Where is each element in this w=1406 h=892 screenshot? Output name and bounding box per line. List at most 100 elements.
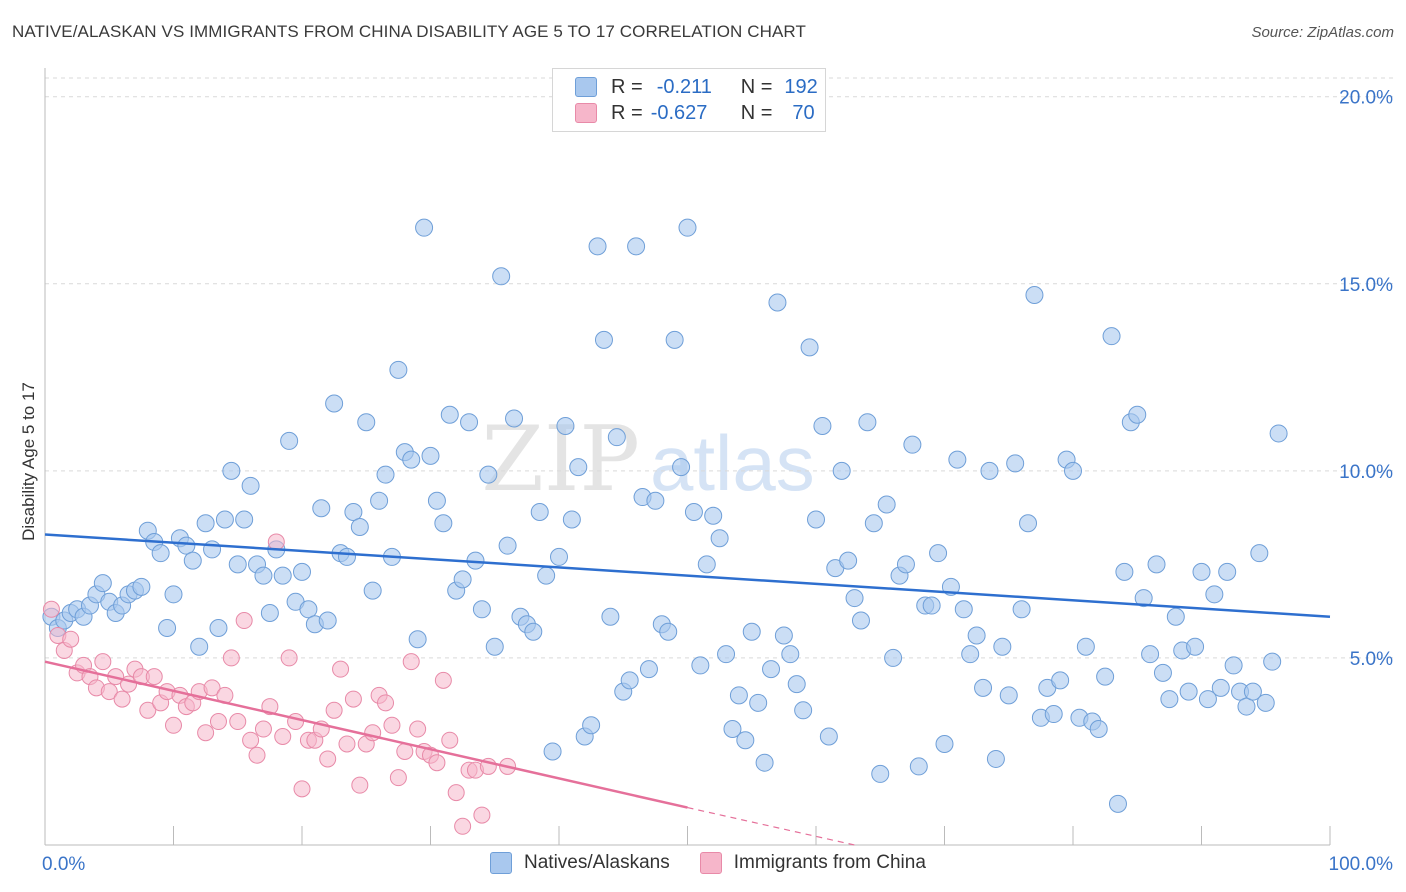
point-natives (1012, 600, 1031, 619)
point-immigrants (473, 806, 491, 824)
legend-row-natives: R = -0.211 N = 192 (575, 74, 818, 100)
point-natives (1115, 562, 1134, 581)
point-natives (954, 600, 973, 619)
legend-row-immigrants: R = -0.627 N = 70 (575, 100, 815, 126)
point-natives (774, 626, 793, 645)
point-natives (1218, 562, 1237, 581)
point-natives (1102, 327, 1121, 346)
point-natives (922, 596, 941, 615)
point-natives (1076, 637, 1095, 656)
trendline-immigrants (44, 660, 688, 809)
legend-n-label: N = (740, 75, 773, 98)
y-tick-label: 20.0% (1339, 88, 1393, 109)
point-natives (434, 514, 453, 533)
point-natives (158, 618, 177, 637)
point-natives (492, 267, 511, 286)
point-immigrants (222, 649, 240, 667)
legend-swatch-pink (699, 852, 722, 874)
y-tick-label: 10.0% (1339, 462, 1393, 483)
point-natives (312, 499, 331, 518)
point-natives (402, 450, 421, 469)
point-natives (1108, 794, 1127, 813)
point-natives (1064, 461, 1082, 480)
point-natives (357, 413, 376, 432)
point-natives (1250, 544, 1269, 563)
point-natives (639, 660, 658, 679)
point-natives (203, 540, 222, 559)
point-natives (318, 611, 337, 630)
legend-swatch-blue (490, 852, 512, 874)
point-immigrants (325, 701, 343, 719)
point-natives (646, 491, 665, 510)
point-natives (974, 678, 993, 697)
point-immigrants (248, 746, 266, 764)
point-natives (755, 753, 774, 772)
point-immigrants (62, 630, 80, 648)
point-natives (903, 435, 922, 454)
point-immigrants (319, 750, 337, 768)
point-natives (832, 461, 851, 480)
point-natives (1044, 705, 1063, 724)
y-tick-label: 15.0% (1339, 275, 1393, 296)
point-immigrants (338, 735, 356, 753)
point-natives (562, 510, 581, 529)
point-natives (794, 701, 813, 720)
point-immigrants (287, 713, 305, 731)
point-immigrants (235, 612, 253, 630)
point-natives (684, 503, 703, 522)
point-immigrants (441, 731, 459, 749)
point-natives (1192, 562, 1211, 581)
point-natives (845, 589, 864, 608)
point-natives (884, 648, 903, 667)
point-natives (537, 566, 556, 585)
point-immigrants (254, 720, 272, 738)
legend-r-value: -0.627 (650, 101, 708, 124)
point-immigrants (434, 671, 452, 689)
point-immigrants (447, 784, 465, 802)
legend-n-value: 70 (792, 101, 815, 124)
point-natives (472, 600, 491, 619)
point-natives (479, 465, 498, 484)
point-immigrants (383, 716, 401, 734)
point-natives (260, 604, 279, 623)
point-natives (254, 566, 273, 585)
point-immigrants (145, 668, 163, 686)
point-natives (704, 506, 723, 525)
point-natives (1224, 656, 1243, 675)
point-immigrants (165, 716, 182, 734)
point-immigrants (377, 694, 395, 712)
point-natives (498, 536, 517, 555)
y-tick-label: 5.0% (1350, 649, 1393, 670)
point-natives (415, 218, 434, 237)
point-natives (929, 544, 948, 563)
point-immigrants (100, 683, 118, 701)
point-natives (672, 458, 691, 477)
point-natives (440, 405, 459, 424)
point-natives (909, 757, 928, 776)
point-immigrants (242, 731, 260, 749)
point-natives (485, 637, 504, 656)
point-immigrants (42, 600, 60, 618)
point-natives (967, 626, 986, 645)
point-natives (235, 510, 254, 529)
point-natives (627, 237, 646, 256)
point-immigrants (274, 727, 292, 745)
point-natives (1096, 667, 1115, 686)
point-natives (935, 734, 954, 753)
point-natives (781, 645, 800, 664)
point-natives (151, 544, 170, 563)
legend-n-value: 192 (784, 75, 818, 98)
point-natives (787, 675, 806, 694)
point-natives (215, 510, 234, 529)
point-natives (588, 237, 607, 256)
point-natives (723, 720, 742, 739)
point-natives (376, 465, 395, 484)
point-natives (183, 551, 202, 570)
point-natives (620, 671, 639, 690)
point-natives (209, 618, 228, 637)
point-natives (280, 431, 299, 450)
legend-r-label: R = (611, 75, 643, 98)
point-immigrants (428, 754, 446, 772)
point-immigrants (409, 720, 427, 738)
point-natives (659, 622, 678, 641)
